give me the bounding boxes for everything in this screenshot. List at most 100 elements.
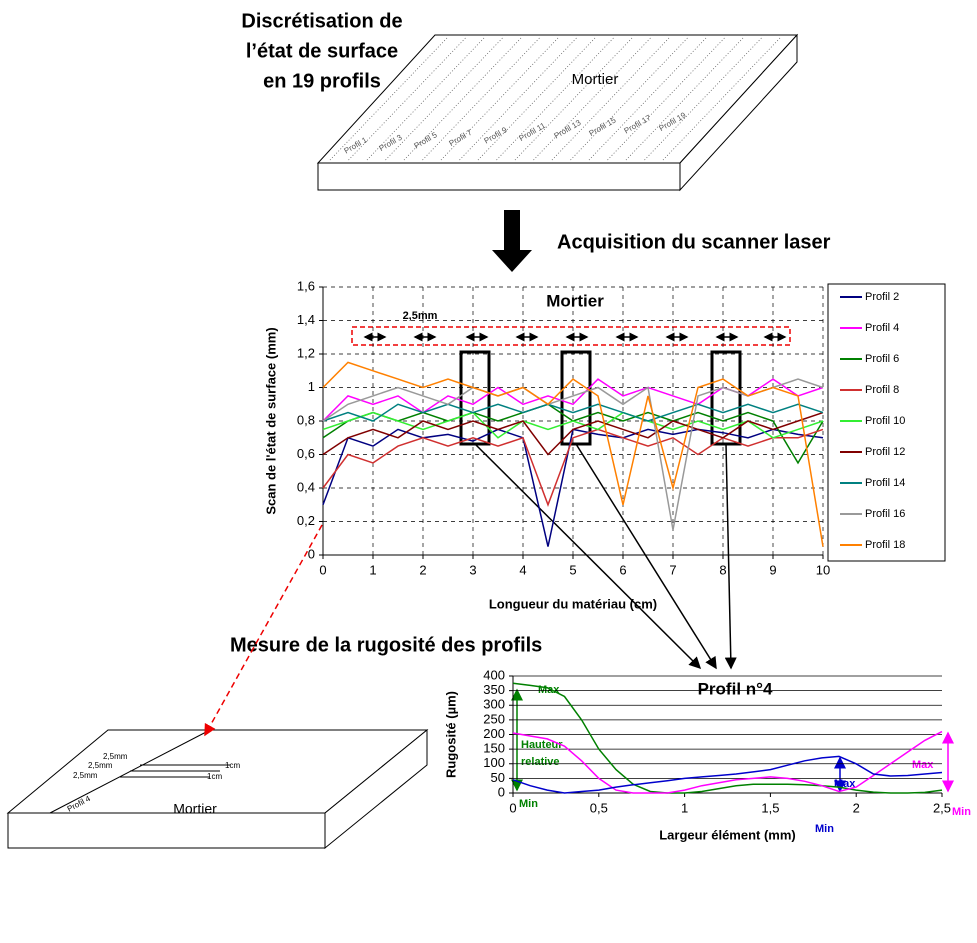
profile-line [329, 37, 448, 161]
chart-title: Mortier [546, 291, 604, 310]
y-tick-label: 350 [483, 682, 505, 697]
profile-line [440, 37, 559, 161]
series-line [322, 411, 824, 456]
annotation: Min [952, 806, 971, 818]
y-tick-label: 100 [483, 755, 505, 770]
profile-lines [329, 37, 781, 161]
x-tick-label: 9 [769, 562, 776, 577]
link-arrow [204, 524, 323, 737]
y-tick-label: 250 [483, 711, 505, 726]
legend-label: Profil 4 [865, 322, 899, 334]
heading-line: Discrétisation de [241, 10, 402, 32]
profile-line [533, 37, 651, 161]
x-tick-label: 5 [569, 562, 576, 577]
annotation: 2,5mm [403, 310, 438, 322]
legend-label: Profil 14 [865, 477, 905, 489]
y-axis-label: Scan de l'état de surface (mm) [263, 327, 278, 514]
y-tick-label: 0 [308, 546, 315, 561]
profile-line [348, 37, 466, 161]
x-tick-label: 10 [816, 562, 830, 577]
down-arrow [492, 210, 532, 272]
annotation: Max [538, 684, 560, 696]
slab-label: Mortier [173, 801, 217, 817]
legend-label: Profil 6 [865, 353, 899, 365]
series-line [322, 378, 824, 531]
dim-label: 1cm [225, 761, 240, 770]
acquisition-label: Acquisition du scanner laser [557, 231, 831, 253]
x-axis-label: Longueur du matériau (cm) [489, 596, 657, 611]
y-tick-label: 0,8 [297, 412, 315, 427]
y-tick-label: 1,2 [297, 345, 315, 360]
y-tick-label: 50 [491, 770, 505, 785]
slab-label: Mortier [572, 71, 619, 88]
x-tick-label: 1 [681, 800, 688, 815]
y-tick-label: 0,6 [297, 446, 315, 461]
annotations: Max Hauteur relative Min Max Min Max Min [519, 684, 971, 835]
dim-label: 2,5mm [73, 771, 98, 780]
x-tick-label: 2 [419, 562, 426, 577]
x-tick-label: 0 [319, 562, 326, 577]
x-tick-label: 1,5 [761, 800, 779, 815]
profile-line [625, 37, 744, 161]
x-tick-label: 3 [469, 562, 476, 577]
profile-line [366, 37, 485, 161]
y-tick-label: 0,4 [297, 479, 315, 494]
x-tick-label: 0,5 [590, 800, 608, 815]
profile-line [385, 37, 503, 161]
y-tick-label: 400 [483, 667, 505, 682]
legend-box [827, 283, 946, 562]
slab-top [316, 33, 799, 192]
y-tick-label: 1,6 [297, 278, 315, 293]
legend-label: Profil 16 [865, 508, 905, 520]
profile-line [551, 37, 670, 161]
slab-bottom [6, 728, 429, 850]
profile-line [422, 37, 540, 161]
profile-line [477, 37, 596, 161]
annotation: Max [912, 759, 934, 771]
series-line [322, 428, 824, 507]
dim-label: 2,5mm [88, 761, 113, 770]
profile-line [496, 37, 614, 161]
measure-label: Mesure de la rugosité des profils [230, 634, 542, 656]
series-line [512, 755, 943, 794]
profile-line [662, 37, 781, 161]
legend-label: Profil 12 [865, 446, 905, 458]
x-tick-label: 1 [369, 562, 376, 577]
profile-line [514, 37, 633, 161]
annotation: Min [815, 823, 834, 835]
dim-label: 1cm [207, 772, 222, 781]
y-tick-label: 0 [498, 784, 505, 799]
annotation: Min [519, 798, 538, 810]
y-axis-label: Rugosité (µm) [443, 691, 458, 778]
profile-line [644, 37, 762, 161]
link-arrows [474, 443, 737, 670]
region-box [351, 326, 791, 346]
legend-label: Profil 2 [865, 291, 899, 303]
series-line [322, 411, 824, 439]
series-line [512, 682, 943, 794]
x-tick-label: 8 [719, 562, 726, 577]
annotation: relative [521, 756, 560, 768]
y-tick-label: 200 [483, 726, 505, 741]
profile-line [403, 37, 522, 161]
profile-line [570, 37, 688, 161]
y-tick-label: 0,2 [297, 513, 315, 528]
series-line [322, 361, 824, 547]
series-line [512, 730, 943, 794]
heading-line: en 19 profils [263, 70, 381, 92]
y-tick-label: 150 [483, 741, 505, 756]
chart-title: Profil n°4 [698, 679, 773, 698]
y-tick-label: 1 [308, 379, 315, 394]
x-tick-label: 7 [669, 562, 676, 577]
x-axis-label: Largeur élément (mm) [659, 827, 796, 842]
profile-line [459, 37, 577, 161]
x-tick-label: 6 [619, 562, 626, 577]
legend-label: Profil 8 [865, 384, 899, 396]
legend-label: Profil 18 [865, 539, 905, 551]
x-tick-label: 0 [509, 800, 516, 815]
dim-label: 2,5mm [103, 752, 128, 761]
x-tick-label: 2,5 [933, 800, 951, 815]
y-tick-label: 300 [483, 697, 505, 712]
